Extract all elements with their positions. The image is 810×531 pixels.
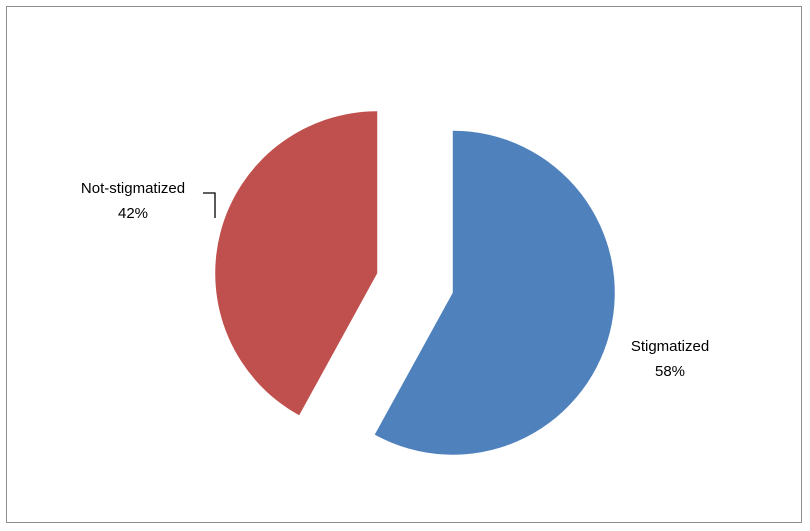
pie-slices: [215, 111, 615, 455]
slice-label-not-stigmatized: Not-stigmatized: [81, 180, 185, 197]
slice-label-stigmatized: Stigmatized: [631, 338, 709, 355]
not-stigmatized-leader-line: [203, 192, 216, 218]
slice-percent-not-stigmatized: 42%: [118, 205, 148, 222]
slice-percent-stigmatized: 58%: [655, 363, 685, 380]
pie-slice-not-stigmatized: [215, 111, 378, 416]
pie-slice-stigmatized: [374, 130, 615, 455]
